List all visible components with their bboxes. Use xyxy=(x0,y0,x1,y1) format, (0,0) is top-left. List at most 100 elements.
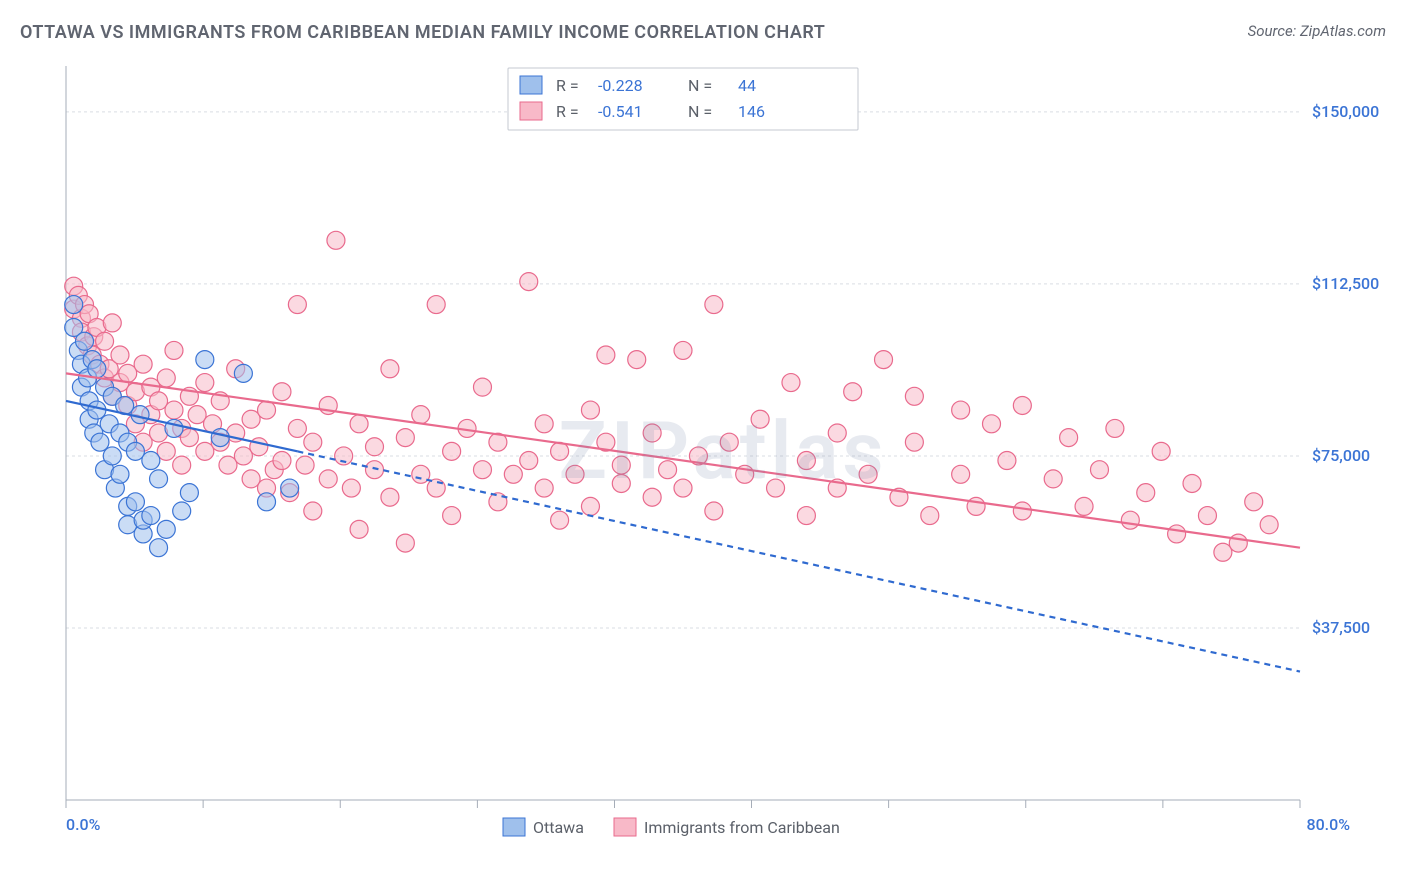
data-point xyxy=(520,452,538,470)
legend-swatch xyxy=(503,818,525,836)
data-point xyxy=(705,296,723,314)
data-point xyxy=(535,479,553,497)
data-point xyxy=(921,507,939,525)
legend-swatch xyxy=(520,102,542,120)
data-point xyxy=(381,488,399,506)
data-point xyxy=(612,456,630,474)
data-point xyxy=(443,507,461,525)
y-tick-label: $75,000 xyxy=(1312,446,1370,465)
data-point xyxy=(180,484,198,502)
data-point xyxy=(126,493,144,511)
data-point xyxy=(288,296,306,314)
data-point xyxy=(566,465,584,483)
data-point xyxy=(1245,493,1263,511)
data-point xyxy=(258,493,276,511)
data-point xyxy=(211,429,229,447)
data-point xyxy=(76,332,94,350)
data-point xyxy=(196,374,214,392)
data-point xyxy=(797,507,815,525)
data-point xyxy=(1137,484,1155,502)
data-point xyxy=(1013,396,1031,414)
data-point xyxy=(674,479,692,497)
data-point xyxy=(643,424,661,442)
data-point xyxy=(473,378,491,396)
data-point xyxy=(952,401,970,419)
data-point xyxy=(91,433,109,451)
data-point xyxy=(65,296,83,314)
series-b-points xyxy=(65,231,1278,561)
data-point xyxy=(196,351,214,369)
stats-legend: R =-0.228N =44R =-0.541N =146 xyxy=(508,68,858,130)
data-point xyxy=(844,383,862,401)
data-point xyxy=(273,452,291,470)
data-point xyxy=(103,314,121,332)
data-point xyxy=(165,341,183,359)
data-point xyxy=(905,433,923,451)
data-point xyxy=(1090,461,1108,479)
data-point xyxy=(1198,507,1216,525)
data-point xyxy=(1121,511,1139,529)
data-point xyxy=(1152,442,1170,460)
data-point xyxy=(535,415,553,433)
data-point xyxy=(1168,525,1186,543)
data-point xyxy=(628,351,646,369)
data-point xyxy=(581,497,599,515)
data-point xyxy=(142,507,160,525)
data-point xyxy=(905,387,923,405)
data-point xyxy=(96,332,114,350)
data-point xyxy=(427,296,445,314)
legend-r-value: -0.228 xyxy=(598,76,643,95)
data-point xyxy=(350,520,368,538)
data-point xyxy=(597,346,615,364)
legend-label: Immigrants from Caribbean xyxy=(644,818,840,837)
data-point xyxy=(720,433,738,451)
chart-plot-area: $37,500$75,000$112,500$150,0000.0%80.0%M… xyxy=(56,60,1390,842)
data-point xyxy=(998,452,1016,470)
x-max-label: 80.0% xyxy=(1306,815,1350,834)
y-tick-label: $150,000 xyxy=(1312,102,1379,121)
data-point xyxy=(767,479,785,497)
chart-title: OTTAWA VS IMMIGRANTS FROM CARIBBEAN MEDI… xyxy=(20,22,825,43)
data-point xyxy=(1013,502,1031,520)
data-point xyxy=(165,401,183,419)
data-point xyxy=(859,465,877,483)
data-point xyxy=(520,273,538,291)
legend-n-label: N = xyxy=(688,76,712,95)
data-point xyxy=(281,479,299,497)
data-point xyxy=(1075,497,1093,515)
data-point xyxy=(1260,516,1278,534)
data-point xyxy=(612,474,630,492)
data-point xyxy=(150,470,168,488)
legend-n-value: 146 xyxy=(738,102,765,121)
data-point xyxy=(504,465,522,483)
legend-swatch xyxy=(614,818,636,836)
data-point xyxy=(782,374,800,392)
data-point xyxy=(443,442,461,460)
data-point xyxy=(396,429,414,447)
data-point xyxy=(234,364,252,382)
data-point xyxy=(258,401,276,419)
data-point xyxy=(111,465,129,483)
data-point xyxy=(157,520,175,538)
data-point xyxy=(751,410,769,428)
data-point xyxy=(1229,534,1247,552)
data-point xyxy=(173,456,191,474)
data-point xyxy=(875,351,893,369)
data-point xyxy=(150,539,168,557)
data-point xyxy=(381,360,399,378)
data-point xyxy=(319,470,337,488)
data-point xyxy=(952,465,970,483)
legend-n-value: 44 xyxy=(738,76,756,95)
data-point xyxy=(350,415,368,433)
data-point xyxy=(273,383,291,401)
data-point xyxy=(473,461,491,479)
legend-r-value: -0.541 xyxy=(598,102,643,121)
data-point xyxy=(705,502,723,520)
data-point xyxy=(427,479,445,497)
x-min-label: 0.0% xyxy=(66,815,101,834)
data-point xyxy=(288,419,306,437)
data-point xyxy=(1106,419,1124,437)
data-point xyxy=(1060,429,1078,447)
legend-label: Ottawa xyxy=(533,818,584,837)
data-point xyxy=(327,231,345,249)
